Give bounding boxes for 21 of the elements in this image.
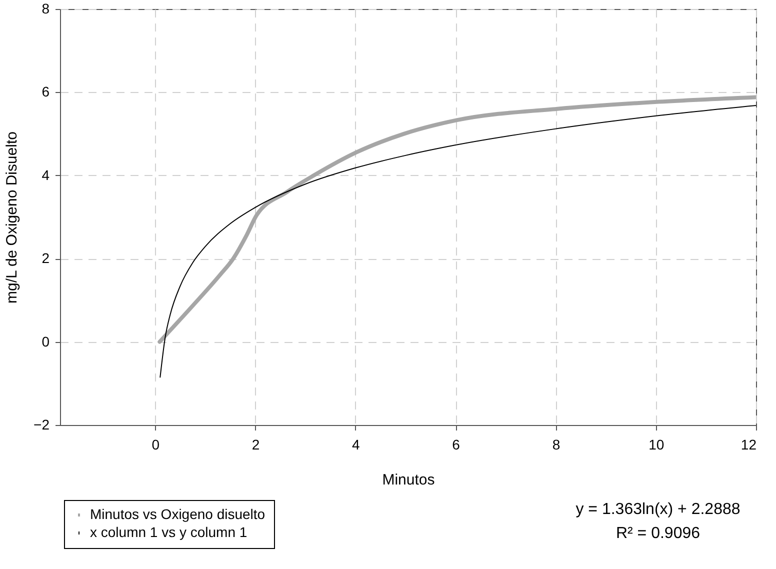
x-tick-label: 0 bbox=[152, 436, 160, 452]
line-series bbox=[160, 105, 756, 378]
y-tick-label: 2 bbox=[42, 250, 50, 266]
line-series bbox=[158, 95, 756, 344]
y-tick-label: 4 bbox=[42, 166, 50, 183]
text: y = 1.363ln(x) + 2.2888 bbox=[576, 501, 740, 518]
y-tick-label: 0 bbox=[42, 333, 50, 350]
x-tick-label: 12 bbox=[740, 436, 757, 452]
y-tick-label: 8 bbox=[42, 0, 50, 16]
x-tick-label: 2 bbox=[252, 436, 260, 452]
y-tick-label: −2 bbox=[34, 416, 50, 432]
x-axis-title: Minutos bbox=[382, 472, 435, 488]
text: R² = 0.9096 bbox=[616, 525, 700, 542]
legend-label: x column 1 vs y column 1 bbox=[90, 524, 248, 540]
y-tick-label: 6 bbox=[42, 84, 50, 100]
x-tick-label: 4 bbox=[352, 436, 360, 452]
y-axis-title: mg/L de Oxigeno Disuelto bbox=[4, 131, 21, 304]
x-tick-label: 8 bbox=[552, 436, 560, 452]
legend-label: Minutos vs Oxigeno disuelto bbox=[90, 506, 266, 522]
x-tick-label: 10 bbox=[648, 436, 664, 452]
x-tick-label: 6 bbox=[452, 436, 460, 452]
